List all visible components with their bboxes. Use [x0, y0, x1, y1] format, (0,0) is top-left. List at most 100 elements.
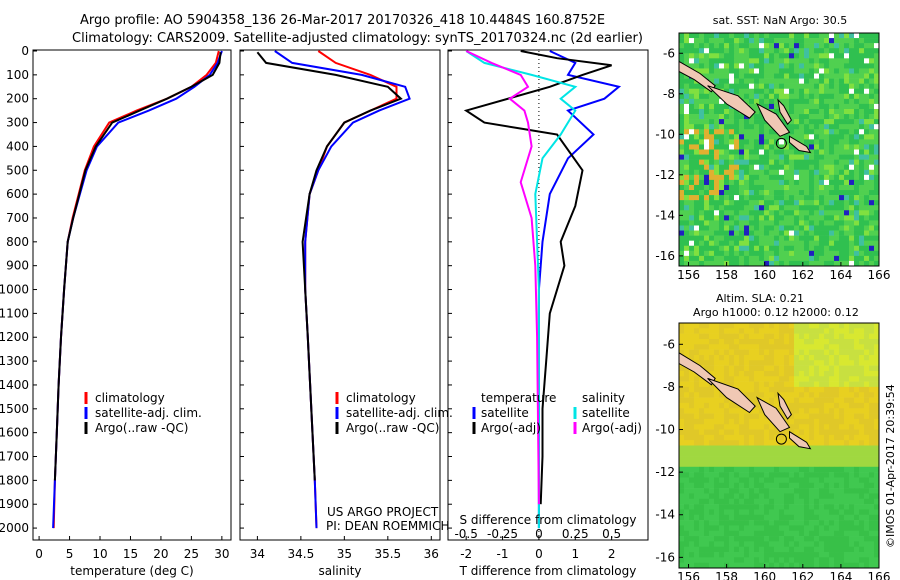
- map-cell: [679, 108, 685, 115]
- map-cell: [869, 38, 875, 44]
- map-cell: [784, 344, 790, 350]
- map-cell: [794, 119, 800, 125]
- map-cell: [694, 493, 700, 500]
- map-cell: [754, 530, 760, 537]
- map-cell: [699, 184, 705, 191]
- map-cell: [804, 134, 810, 140]
- map-cell: [784, 477, 790, 484]
- map-cell: [784, 338, 790, 345]
- map-cell: [744, 520, 750, 526]
- map-cell: [769, 260, 775, 267]
- map-cell: [864, 392, 870, 398]
- map-cell: [839, 103, 845, 110]
- map-cell: [799, 139, 805, 145]
- map-cell: [814, 179, 820, 186]
- map-cell: [864, 530, 870, 537]
- map-cell: [699, 450, 705, 457]
- map-cell: [764, 255, 770, 262]
- map-cell: [814, 174, 820, 181]
- map-cell: [869, 514, 875, 521]
- map-cell: [849, 103, 855, 110]
- map-cell: [764, 43, 770, 49]
- map-cell: [684, 562, 690, 569]
- map-cell: [729, 498, 735, 505]
- map-cell: [809, 83, 815, 90]
- map-cell: [744, 493, 750, 500]
- map-cell: [709, 472, 715, 478]
- map-cell: [869, 195, 875, 201]
- map-cell: [744, 546, 750, 553]
- map-cell: [694, 144, 700, 150]
- map-cell: [724, 333, 730, 340]
- map-cell: [779, 250, 785, 257]
- map-cell: [689, 129, 695, 135]
- map-cell: [679, 541, 685, 547]
- map-cell: [854, 472, 860, 478]
- map-cell: [864, 472, 870, 478]
- y-tick-label: -10: [655, 423, 675, 437]
- map-cell: [789, 461, 795, 468]
- map-cell: [719, 370, 725, 377]
- map-cell: [849, 418, 855, 425]
- map-cell: [694, 139, 700, 145]
- map-cell: [829, 144, 835, 150]
- map-cell: [714, 220, 720, 226]
- map-cell: [799, 402, 805, 409]
- map-cell: [684, 169, 690, 176]
- map-cell: [749, 386, 755, 393]
- y-tick-label: -6: [663, 46, 675, 60]
- map-cell: [789, 338, 795, 345]
- map-cell: [864, 450, 870, 457]
- map-cell: [809, 169, 815, 176]
- map-cell: [814, 235, 820, 241]
- map-cell: [769, 210, 775, 216]
- map-cell: [774, 134, 780, 140]
- map-cell: [704, 392, 710, 398]
- map-cell: [874, 472, 880, 478]
- map-cell: [794, 530, 800, 537]
- map-cell: [844, 124, 850, 130]
- map-cell: [759, 169, 765, 176]
- map-cell: [829, 557, 835, 563]
- map-cell: [744, 338, 750, 345]
- map-cell: [709, 154, 715, 160]
- map-cell: [724, 472, 730, 478]
- map-cell: [829, 328, 835, 334]
- map-cell: [679, 98, 685, 105]
- map-cell: [729, 365, 735, 372]
- map-cell: [869, 184, 875, 191]
- map-cell: [864, 159, 870, 165]
- pi-credit: PI: DEAN ROEMMICH: [326, 519, 449, 533]
- map-cell: [724, 240, 730, 247]
- map-cell: [794, 38, 800, 44]
- map-cell: [714, 445, 720, 452]
- map-cell: [739, 139, 745, 145]
- map-cell: [854, 488, 860, 494]
- map-cell: [784, 245, 790, 252]
- map-cell: [859, 53, 865, 59]
- map-cell: [864, 169, 870, 176]
- map-cell: [704, 472, 710, 478]
- map-cell: [754, 323, 760, 329]
- map-cell: [804, 124, 810, 130]
- map-cell: [814, 255, 820, 262]
- map-cell: [814, 184, 820, 191]
- map-cell: [814, 509, 820, 516]
- series-line: [274, 50, 411, 529]
- map-cell: [684, 520, 690, 526]
- title-line-1: Argo profile: AO 5904358_136 26-Mar-2017…: [80, 13, 605, 28]
- map-cell: [759, 344, 765, 350]
- map-cell: [834, 154, 840, 160]
- map-cell: [859, 413, 865, 420]
- map-cell: [754, 255, 760, 262]
- map-cell: [779, 429, 785, 436]
- map-cell: [769, 225, 775, 231]
- map-cell: [719, 482, 725, 489]
- map-cell: [804, 83, 810, 90]
- map-cell: [834, 386, 840, 393]
- map-cell: [719, 477, 725, 484]
- map-cell: [864, 114, 870, 120]
- map-cell: [759, 552, 765, 558]
- map-cell: [869, 134, 875, 140]
- map-cell: [734, 78, 740, 84]
